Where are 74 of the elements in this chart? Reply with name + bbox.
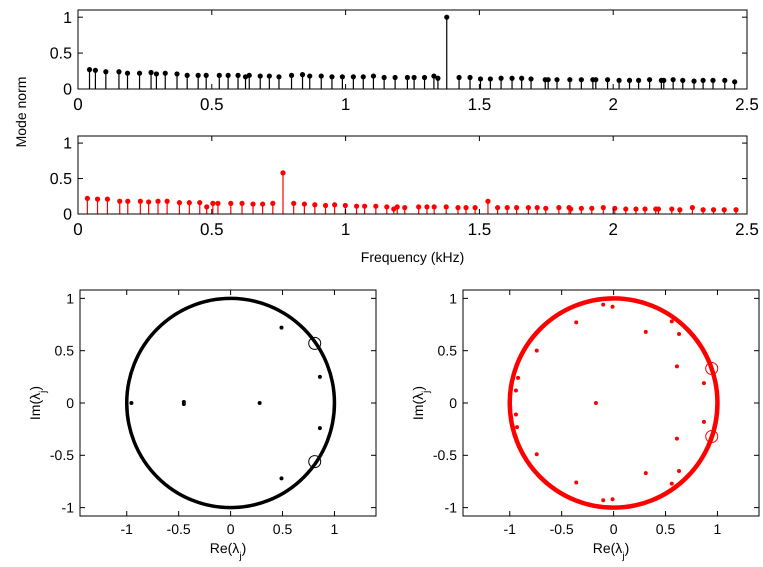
y-tick-label: -0.5	[50, 447, 74, 464]
x-tick-label: 2	[608, 95, 618, 114]
point	[677, 332, 682, 336]
point	[574, 320, 578, 324]
x-tick-label: 1	[714, 521, 722, 537]
point	[644, 471, 648, 476]
y-tick-label: 1	[66, 290, 74, 306]
x-tick-label: -0.5	[166, 521, 191, 537]
x-tick-label: -1	[120, 521, 134, 537]
point	[308, 455, 322, 468]
x-tick-label: 0.5	[272, 521, 292, 537]
y-tick-label: -1	[444, 500, 458, 516]
x-axis-title: Re(λ$_{j}$)	[210, 540, 246, 562]
x-tick-label: 2.5	[735, 220, 759, 239]
point	[674, 364, 679, 368]
point	[534, 348, 539, 353]
y-tick-label: 0.5	[438, 342, 458, 359]
point	[308, 336, 322, 350]
point	[702, 381, 706, 386]
point	[705, 430, 718, 443]
x-tick-label: 0	[226, 521, 235, 537]
point	[279, 326, 284, 330]
y-tick-label: 0	[63, 82, 72, 99]
x-tick-label: 1.5	[468, 95, 492, 114]
point	[516, 376, 520, 380]
point	[702, 420, 706, 424]
x-tick-label: 1	[330, 521, 339, 537]
y-axis-title: Mode norm	[13, 76, 29, 148]
point	[610, 497, 615, 502]
point	[182, 402, 186, 406]
point	[129, 401, 134, 405]
y-tick-label: 0.5	[50, 46, 72, 63]
x-tick-label: 2.5	[735, 95, 759, 114]
x-tick-label: 1.5	[468, 220, 492, 239]
point	[601, 498, 606, 502]
x-tick-label: 0.5	[200, 95, 224, 114]
x-axis-title: Frequency (kHz)	[360, 249, 464, 265]
x-axis-title: Re(λ$_{j}$)	[592, 540, 630, 562]
x-tick-label: -1	[504, 521, 516, 537]
x-tick-label: -0.5	[550, 521, 574, 537]
y-tick-label: -1	[62, 500, 74, 516]
y-tick-label: 0	[449, 394, 458, 411]
point	[670, 319, 674, 324]
y-tick-label: 1	[63, 10, 72, 27]
point	[279, 476, 284, 480]
x-tick-label: 2	[608, 220, 618, 239]
point	[514, 388, 518, 392]
point	[515, 425, 520, 430]
y-tick-label: 1	[63, 136, 72, 153]
point	[674, 436, 679, 441]
y-tick-label: 1	[449, 290, 458, 306]
x-tick-label: 0.5	[200, 220, 224, 239]
x-tick-label: 0	[610, 521, 618, 537]
y-tick-label: 0.5	[50, 171, 72, 188]
point	[670, 482, 674, 486]
point	[594, 401, 598, 405]
point	[610, 304, 615, 309]
point	[534, 452, 539, 456]
x-tick-label: 1	[340, 95, 350, 114]
point	[514, 412, 518, 417]
point	[601, 302, 606, 307]
point	[318, 374, 322, 379]
y-tick-label: 0.5	[54, 342, 74, 359]
y-tick-label: 0	[63, 206, 72, 224]
point	[318, 426, 322, 430]
x-tick-label: 0.5	[656, 521, 676, 537]
point	[644, 330, 648, 334]
point	[258, 401, 262, 405]
point	[574, 480, 578, 485]
point	[677, 469, 682, 474]
y-tick-label: 0	[66, 394, 74, 411]
point	[705, 362, 718, 375]
x-tick-label: 1	[340, 220, 350, 239]
y-tick-label: -0.5	[432, 447, 458, 464]
